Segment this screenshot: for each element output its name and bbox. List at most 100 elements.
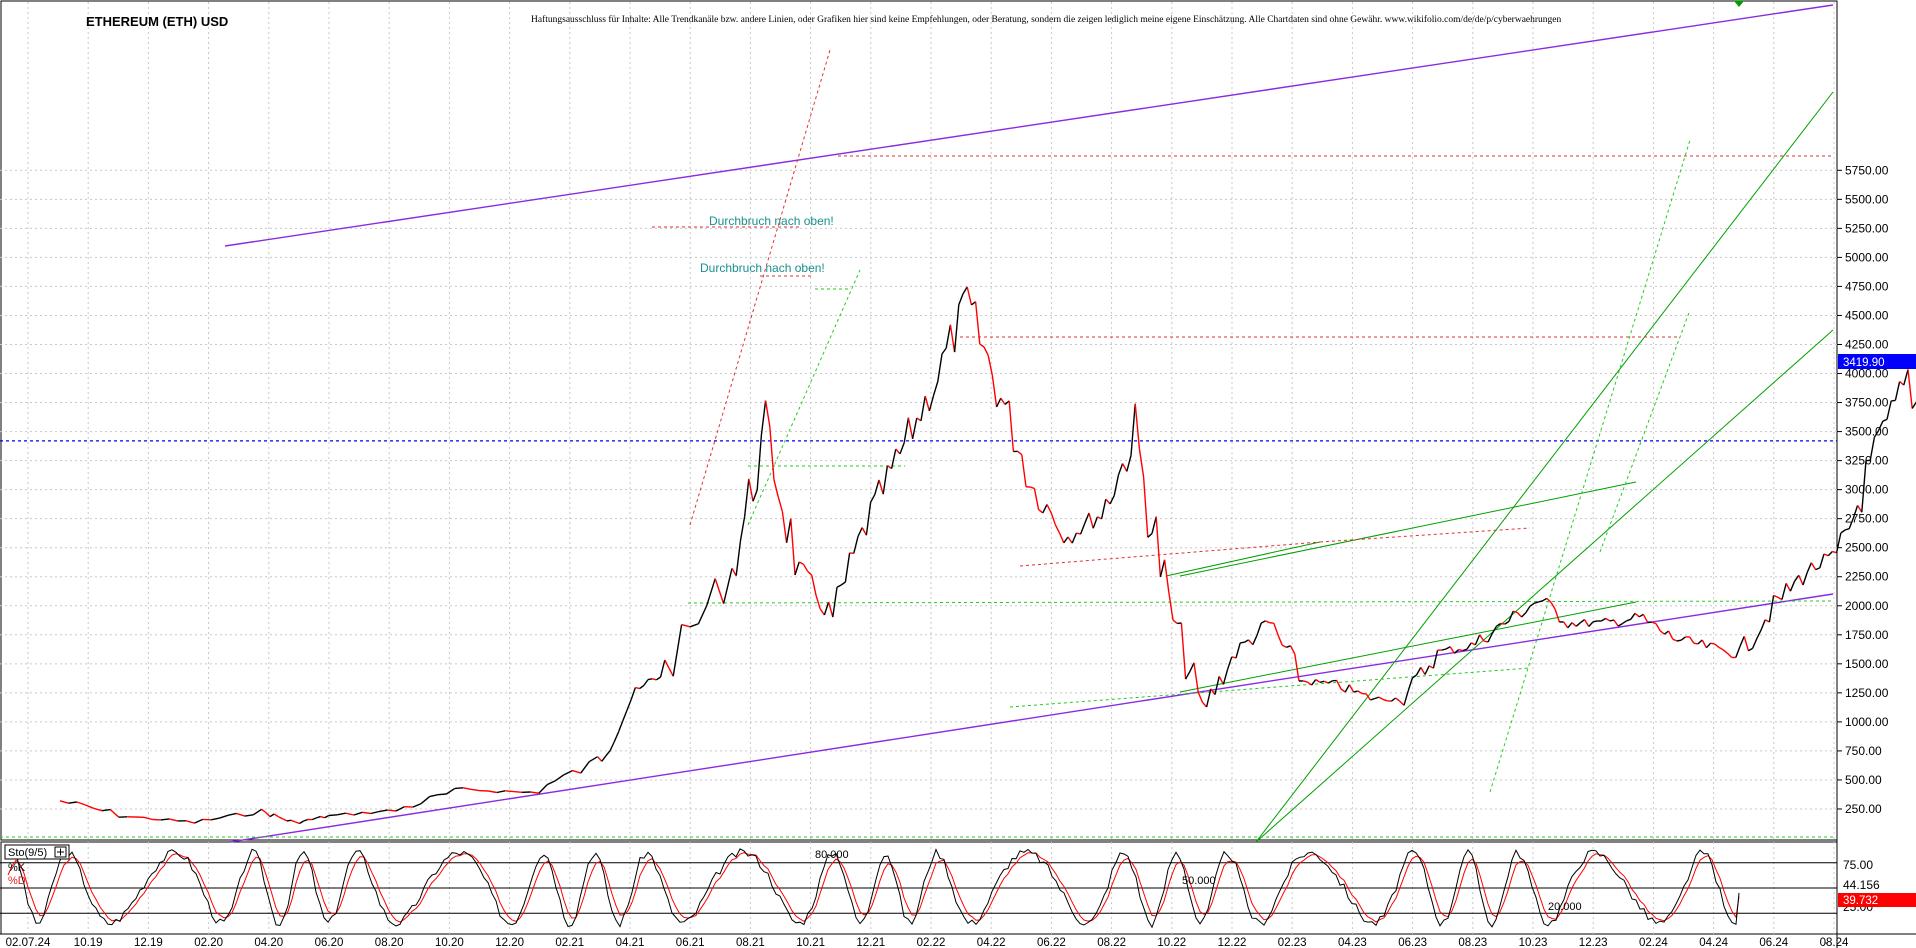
price-segment — [1571, 622, 1577, 627]
ytick-label: 3750.00 — [1845, 396, 1889, 410]
price-segment — [1432, 649, 1439, 669]
price-segment — [1584, 619, 1590, 627]
price-segment — [1848, 517, 1855, 529]
price-segment — [1197, 691, 1204, 703]
price-segment — [1092, 516, 1099, 529]
price-segment — [1281, 644, 1287, 648]
price-segment — [617, 720, 624, 733]
price-segment — [412, 802, 422, 808]
price-segment — [1777, 596, 1783, 601]
xtick-label: 10.19 — [74, 937, 103, 948]
price-segment — [1592, 620, 1598, 623]
price-segment — [659, 659, 666, 678]
price-segment — [790, 518, 796, 576]
price-segment — [1622, 620, 1627, 625]
stoch-d-line — [7, 852, 1740, 923]
price-segment — [635, 686, 640, 690]
price-segment — [1121, 463, 1128, 472]
price-segment — [1869, 437, 1876, 461]
price-segment — [882, 465, 889, 495]
price-segment — [1773, 594, 1779, 598]
price-segment — [869, 494, 876, 503]
price-segment — [227, 812, 237, 816]
disclaimer-text: Haftungsausschluss für Inhalte: Alle Tre… — [531, 14, 1562, 25]
price-segment — [1542, 597, 1548, 602]
price-segment — [1311, 679, 1317, 686]
xtick-label: 10.23 — [1519, 937, 1548, 948]
support-line-1750 — [687, 600, 1834, 604]
xtick-label: 10.22 — [1157, 937, 1186, 948]
price-segment — [1903, 369, 1909, 386]
price-segment — [1743, 636, 1750, 651]
ytick-label: 4750.00 — [1845, 279, 1889, 293]
price-segment — [1265, 620, 1270, 624]
price-segment — [1891, 399, 1896, 402]
price-segment — [958, 293, 964, 305]
price-segment — [59, 800, 69, 804]
price-segment — [563, 769, 573, 776]
xtick-label: 08.23 — [1458, 937, 1487, 948]
price-segment — [1487, 633, 1493, 643]
price-segment — [1609, 619, 1615, 622]
price-segment — [764, 400, 771, 427]
price-segment — [832, 587, 838, 618]
price-segment — [1214, 676, 1220, 695]
price-segment — [1163, 559, 1170, 593]
price-segment — [68, 801, 77, 804]
price-segment — [652, 678, 657, 681]
price-segment — [1525, 605, 1531, 614]
price-segment — [1088, 512, 1094, 529]
price-segment — [1605, 617, 1611, 622]
price-segment — [1907, 369, 1913, 409]
price-segment — [1399, 700, 1405, 706]
price-segment — [1315, 679, 1321, 683]
price-segment — [1601, 617, 1606, 622]
stoch-legend-box[interactable] — [4, 844, 70, 860]
price-segment — [1017, 450, 1023, 456]
price-segment — [1189, 662, 1195, 672]
price-segment — [1050, 512, 1057, 526]
price-segment — [785, 518, 792, 543]
stoch-level-50: 50.000 — [1182, 875, 1216, 887]
price-segment — [1857, 505, 1863, 513]
channel-upper-line — [224, 4, 1834, 247]
price-segment — [1810, 562, 1817, 570]
price-segment — [505, 790, 514, 793]
xtick-label: 06.24 — [1759, 937, 1788, 948]
price-segment — [1579, 619, 1586, 624]
price-segment — [1676, 639, 1682, 642]
price-segment — [1235, 642, 1241, 659]
price-segment — [1735, 646, 1741, 658]
price-segment — [1617, 622, 1623, 627]
price-segment — [827, 601, 834, 618]
price-segment — [109, 809, 120, 818]
price-segment — [1781, 583, 1787, 600]
price-segment — [1390, 697, 1397, 702]
price-segment — [857, 527, 863, 537]
ytick-label: 2250.00 — [1845, 570, 1889, 584]
xtick-label: 06.20 — [315, 937, 344, 948]
price-segment — [143, 816, 153, 821]
ytick-label: 250.00 — [1845, 802, 1882, 816]
price-segment — [1760, 619, 1766, 631]
price-segment — [903, 417, 910, 443]
price-segment — [395, 806, 405, 812]
ytick-label: 5000.00 — [1845, 250, 1889, 264]
price-segment — [290, 819, 296, 823]
price-segment — [911, 417, 918, 440]
price-segment — [970, 301, 977, 306]
price-segment — [681, 623, 691, 628]
xtick-label: 08.22 — [1097, 937, 1126, 948]
price-segment — [1655, 623, 1661, 632]
price-segment — [836, 584, 842, 588]
price-segment — [1521, 612, 1527, 618]
price-segment — [337, 812, 346, 816]
price-segment — [244, 814, 254, 817]
price-segment — [324, 814, 330, 819]
price-segment — [1117, 463, 1124, 476]
price-segment — [1348, 684, 1355, 693]
price-segment — [1722, 649, 1728, 654]
stoch-indicator-name: Sto(9/5) — [8, 847, 47, 859]
price-segment — [1407, 677, 1414, 692]
price-segment — [1306, 681, 1313, 686]
